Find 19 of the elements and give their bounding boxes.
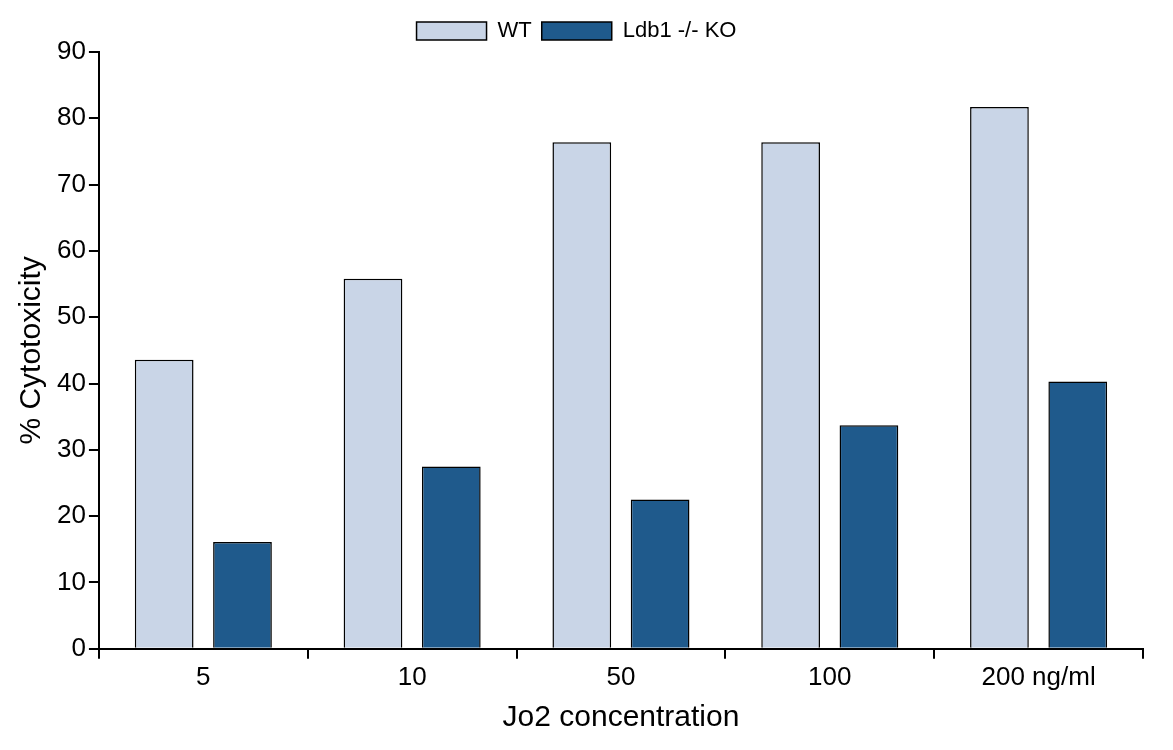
y-tick-label: 40 — [57, 366, 86, 397]
y-tick-label: 20 — [57, 499, 86, 530]
y-axis-title: % Cytotoxicity — [13, 256, 47, 445]
legend-label: Ldb1 -/- KO — [622, 17, 737, 43]
y-tick-label: 10 — [57, 565, 86, 596]
x-axis-title: Jo2 concentration — [502, 699, 740, 733]
y-tick-label: 80 — [57, 101, 86, 132]
x-tick-label: 5 — [196, 660, 211, 691]
x-tick-label: 200 ng/ml — [981, 660, 1096, 691]
y-tick-label: 0 — [71, 631, 86, 662]
y-tick-label: 30 — [57, 433, 86, 464]
legend-label: WT — [497, 17, 532, 43]
x-tick-label: 100 — [808, 660, 852, 691]
y-tick-label: 50 — [57, 300, 86, 331]
y-tick-label: 70 — [57, 167, 86, 198]
y-tick-label: 60 — [57, 234, 86, 265]
x-tick-label: 10 — [397, 660, 427, 691]
x-tick-label: 50 — [606, 660, 636, 691]
y-tick-label: 90 — [57, 35, 86, 66]
